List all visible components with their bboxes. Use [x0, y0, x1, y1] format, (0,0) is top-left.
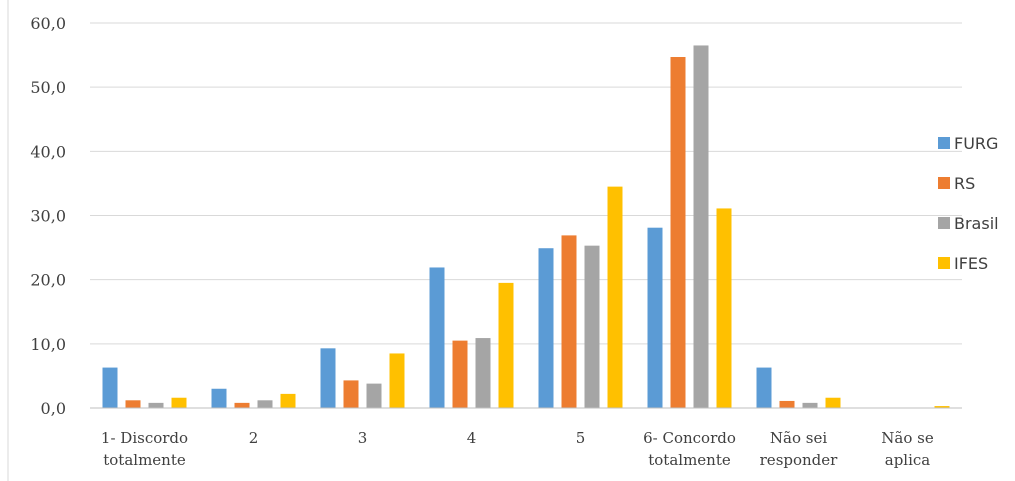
y-tick-label: 30,0: [30, 207, 66, 226]
legend-swatch-ifes: [938, 257, 950, 269]
bar-furg-4: [538, 248, 554, 408]
bar-rs-2: [343, 380, 359, 408]
bar-ifes-3: [498, 282, 514, 408]
bar-furg-5: [647, 227, 663, 408]
bar-ifes-0: [171, 397, 187, 408]
bar-furg-3: [429, 267, 445, 408]
bar-ifes-6: [825, 397, 841, 408]
x-category-label: 5: [576, 429, 586, 447]
x-axis-category-labels: 1- Discordo totalmente 2 3 4 5 6- Concordo tota…: [101, 429, 934, 469]
bar-furg-0: [102, 367, 118, 408]
bar-brasil-3: [475, 338, 491, 408]
x-category-label: 3: [358, 429, 368, 447]
legend-label-rs: RS: [954, 174, 975, 193]
bar-brasil-0: [148, 402, 164, 408]
legend-swatch-rs: [938, 177, 950, 189]
y-axis-tick-labels: 0,0 10,0 20,0 30,0 40,0 50,0 60,0: [30, 14, 66, 418]
legend-swatch-brasil: [938, 217, 950, 229]
x-category-label: 2: [249, 429, 259, 447]
gridlines: [90, 22, 962, 345]
y-tick-label: 60,0: [30, 14, 66, 33]
bar-ifes-5: [716, 208, 732, 408]
bar-furg-6: [756, 367, 772, 408]
legend: FURG RS Brasil IFES: [938, 134, 999, 273]
x-category-label: 4: [467, 429, 477, 447]
bar-brasil-5: [693, 45, 709, 408]
y-tick-label: 50,0: [30, 78, 66, 97]
legend-label-ifes: IFES: [954, 254, 988, 273]
legend-label-brasil: Brasil: [954, 214, 999, 233]
bar-brasil-6: [802, 402, 818, 408]
x-category-label: totalmente: [648, 451, 731, 469]
legend-label-furg: FURG: [954, 134, 998, 153]
y-tick-label: 10,0: [30, 335, 66, 354]
bar-ifes-1: [280, 393, 296, 408]
bar-ifes-4: [607, 186, 623, 408]
bar-rs-6: [779, 400, 795, 408]
bar-furg-1: [211, 388, 227, 408]
x-category-label: Não sei: [770, 429, 827, 447]
bar-brasil-4: [584, 245, 600, 408]
bar-rs-5: [670, 57, 686, 409]
y-tick-label: 20,0: [30, 271, 66, 290]
bar-brasil-1: [257, 400, 273, 408]
x-category-label: Não se: [881, 429, 934, 447]
bars: [102, 45, 950, 409]
bar-rs-0: [125, 400, 141, 408]
x-category-label: totalmente: [103, 451, 186, 469]
bar-rs-1: [234, 402, 250, 408]
bar-ifes-2: [389, 353, 405, 408]
x-category-label: 6- Concordo: [643, 429, 736, 447]
bar-rs-4: [561, 235, 577, 408]
x-category-label: responder: [760, 451, 839, 469]
bar-ifes-7: [934, 406, 950, 408]
x-category-label: aplica: [885, 451, 931, 469]
y-tick-label: 40,0: [30, 142, 66, 161]
bar-rs-3: [452, 340, 468, 408]
y-tick-label: 0,0: [41, 399, 66, 418]
bar-furg-2: [320, 348, 336, 408]
x-category-label: 1- Discordo: [101, 429, 188, 447]
legend-swatch-furg: [938, 137, 950, 149]
bar-brasil-2: [366, 383, 382, 408]
